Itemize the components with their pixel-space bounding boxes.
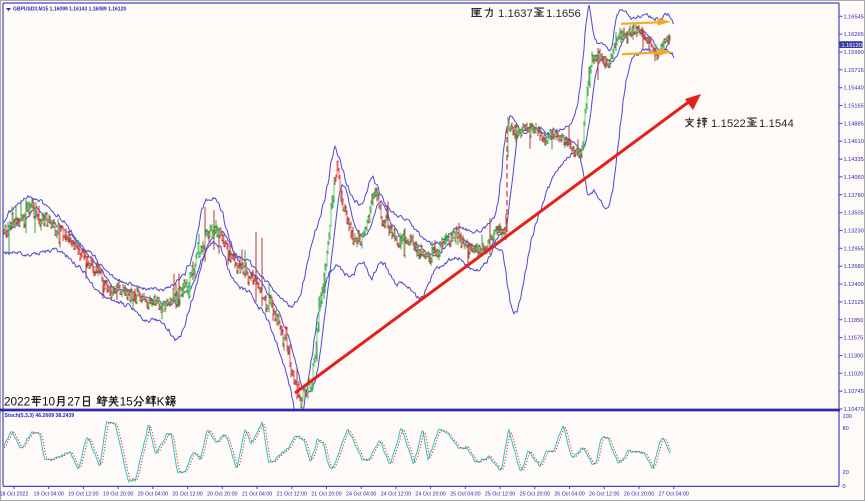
svg-text:26 Oct 04:00: 26 Oct 04:00	[554, 492, 584, 498]
svg-text:19 Oct 04:00: 19 Oct 04:00	[34, 492, 64, 498]
svg-text:1.15990: 1.15990	[844, 50, 864, 56]
svg-text:2022: 2022	[4, 394, 30, 408]
svg-text:1.11020: 1.11020	[844, 371, 864, 377]
svg-text:1.15165: 1.15165	[844, 104, 864, 110]
svg-text:1.16120: 1.16120	[842, 43, 862, 49]
svg-text:1.15440: 1.15440	[844, 86, 864, 92]
svg-text:20 Oct 20:00: 20 Oct 20:00	[207, 492, 237, 498]
svg-text:1.16545: 1.16545	[844, 14, 864, 20]
svg-text:19 Oct 12:00: 19 Oct 12:00	[68, 492, 98, 498]
svg-text:21 Oct 20:00: 21 Oct 20:00	[311, 492, 341, 498]
svg-text:1.10470: 1.10470	[844, 407, 864, 413]
svg-text:27: 27	[67, 394, 80, 408]
svg-text:1.12125: 1.12125	[844, 300, 864, 306]
svg-text:1.11575: 1.11575	[844, 336, 864, 342]
svg-text:1.13780: 1.13780	[844, 193, 864, 199]
svg-text:25 Oct 20:00: 25 Oct 20:00	[520, 492, 550, 498]
svg-text:1.12955: 1.12955	[844, 246, 864, 252]
svg-text:100: 100	[843, 414, 852, 420]
svg-text:1.13505: 1.13505	[844, 211, 864, 217]
svg-text:80: 80	[843, 426, 849, 432]
svg-text:1.14610: 1.14610	[844, 139, 864, 145]
svg-text:1.1522: 1.1522	[711, 118, 746, 130]
svg-text:1.1656: 1.1656	[546, 8, 581, 20]
svg-text:18 Oct 2022: 18 Oct 2022	[0, 492, 28, 498]
svg-text:1.1637: 1.1637	[498, 8, 533, 20]
svg-text:1.14335: 1.14335	[844, 157, 864, 163]
svg-text:1.14060: 1.14060	[844, 175, 864, 181]
svg-text:1.12400: 1.12400	[844, 282, 864, 288]
svg-text:19 Oct 20:00: 19 Oct 20:00	[103, 492, 133, 498]
svg-text:GBPUSD#,M15 1.16099 1.16143 1: GBPUSD#,M15 1.16099 1.16143 1.16089 1.16…	[13, 7, 126, 13]
svg-text:26 Oct 20:00: 26 Oct 20:00	[624, 492, 654, 498]
svg-text:21 Oct 12:00: 21 Oct 12:00	[277, 492, 307, 498]
svg-text:25 Oct 04:00: 25 Oct 04:00	[450, 492, 480, 498]
svg-text:1.15715: 1.15715	[844, 68, 864, 74]
svg-text:25 Oct 12:00: 25 Oct 12:00	[485, 492, 515, 498]
svg-text:0: 0	[843, 484, 846, 490]
svg-text:1.1544: 1.1544	[759, 118, 794, 130]
svg-text:K: K	[157, 394, 165, 408]
svg-text:20 Oct 12:00: 20 Oct 12:00	[172, 492, 202, 498]
svg-text:24 Oct 20:00: 24 Oct 20:00	[415, 492, 445, 498]
svg-text:20: 20	[843, 470, 849, 476]
svg-text:20 Oct 04:00: 20 Oct 04:00	[138, 492, 168, 498]
svg-text:1.12680: 1.12680	[844, 264, 864, 270]
svg-text:1.14885: 1.14885	[844, 121, 864, 127]
svg-text:24 Oct 04:00: 24 Oct 04:00	[346, 492, 376, 498]
svg-text:1.13230: 1.13230	[844, 229, 864, 235]
svg-text:15: 15	[120, 394, 134, 408]
svg-text:21 Oct 04:00: 21 Oct 04:00	[242, 492, 272, 498]
svg-text:24 Oct 12:00: 24 Oct 12:00	[381, 492, 411, 498]
svg-text:Stoch(5,3,3) 46.2609 38.2439: Stoch(5,3,3) 46.2609 38.2439	[5, 413, 75, 419]
svg-text:1.16265: 1.16265	[844, 32, 864, 38]
svg-text:1.11300: 1.11300	[844, 354, 864, 360]
svg-text:1.10745: 1.10745	[844, 389, 864, 395]
svg-text:27 Oct 04:00: 27 Oct 04:00	[659, 492, 689, 498]
svg-text:1.11850: 1.11850	[844, 318, 864, 324]
svg-text:10: 10	[42, 394, 56, 408]
svg-text:26 Oct 12:00: 26 Oct 12:00	[589, 492, 619, 498]
